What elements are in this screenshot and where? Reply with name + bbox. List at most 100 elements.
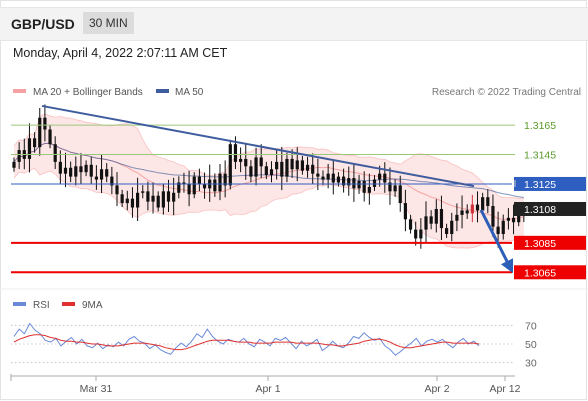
candle-body: [506, 217, 510, 221]
candle-body: [321, 176, 325, 180]
candle-body: [249, 166, 253, 177]
pivot-label-bg: [514, 176, 586, 191]
candle-body: [84, 164, 88, 173]
candle-body: [228, 144, 232, 186]
support-label-bg: [514, 265, 586, 280]
candle-body: [161, 191, 165, 208]
ma9-legend-label: 9MA: [82, 300, 103, 311]
bollinger-lower-line: [13, 167, 525, 249]
candle-body: [414, 229, 418, 239]
candle-body: [470, 204, 474, 214]
candle-body: [357, 181, 361, 189]
candle-body: [496, 226, 500, 235]
candle-body: [465, 210, 469, 214]
candle-body: [486, 197, 490, 207]
chart-header: GBP/USD 30 MIN: [0, 7, 588, 41]
candle-body: [331, 173, 335, 183]
candle-body: [285, 158, 289, 177]
bollinger-upper-line: [13, 113, 524, 199]
candle-body: [17, 150, 21, 162]
candle-body: [342, 176, 346, 186]
candle-body: [305, 164, 310, 171]
candle-body: [58, 161, 62, 174]
candle-body: [511, 217, 516, 223]
candle-body: [475, 204, 480, 211]
support-label-bg: [514, 235, 586, 250]
candle-body: [136, 192, 140, 208]
rsi-line: [13, 322, 480, 356]
candle-body: [460, 210, 464, 215]
candle-body: [146, 191, 150, 202]
candle-body: [450, 220, 454, 235]
candle-body: [197, 176, 201, 184]
last-price-label: 1.3108: [524, 204, 556, 216]
candle-body: [316, 173, 320, 177]
candle-body: [48, 129, 52, 145]
candle-body: [177, 182, 181, 193]
ma50-line: [13, 142, 524, 198]
candle-body: [429, 216, 433, 224]
ma-bb-legend-swatch: [13, 89, 26, 93]
candle-body: [378, 173, 382, 180]
candle-body: [223, 173, 227, 186]
support-label: 1.3085: [524, 238, 556, 250]
candle-body: [156, 195, 160, 208]
support-label: 1.3065: [524, 267, 556, 279]
x-tick-label: Apr 2: [424, 383, 449, 395]
descending-trendline: [41, 104, 475, 188]
candle-body: [110, 176, 114, 186]
symbol-label: GBP/USD: [11, 16, 75, 32]
last-price-label-bg: [514, 201, 586, 216]
candle-body: [12, 161, 16, 168]
candle-body: [393, 185, 397, 192]
candle-body: [38, 117, 42, 148]
candle-body: [74, 166, 78, 177]
candle-body: [269, 169, 274, 176]
candle-body: [27, 138, 32, 159]
candle-body: [254, 157, 258, 177]
candle-body: [388, 182, 392, 192]
ma50-legend-label: MA 50: [175, 87, 204, 98]
candle-body: [275, 161, 279, 170]
candle-body: [259, 157, 263, 167]
candle-body: [120, 194, 124, 204]
research-credit: Research © 2022 Trading Central: [432, 87, 581, 98]
candle-body: [455, 214, 459, 221]
candle-body: [280, 161, 284, 177]
candle-body: [63, 167, 68, 174]
candle-body: [244, 158, 248, 167]
candle-body: [347, 178, 351, 186]
candle-body: [79, 166, 83, 173]
candle-body: [352, 178, 356, 189]
candle-body: [300, 160, 304, 171]
candle-body: [213, 179, 217, 192]
candle-body: [89, 164, 93, 177]
ma50-legend-swatch: [156, 89, 169, 93]
candle-body: [311, 164, 315, 174]
candle-body: [187, 183, 191, 195]
rsi-legend-label: RSI: [33, 300, 50, 311]
candle-body: [166, 191, 171, 202]
rsi-tick-label: 30: [525, 358, 537, 370]
rsi-tick-label: 50: [525, 339, 537, 351]
candle-body: [130, 198, 135, 208]
candle-body: [419, 229, 423, 239]
x-tick-label: Apr 1: [255, 383, 280, 395]
candle-body: [408, 219, 413, 230]
ma9-legend-swatch: [62, 302, 75, 306]
candle-body: [172, 192, 176, 202]
x-tick-label: Apr 12: [490, 383, 521, 395]
candle-body: [182, 182, 186, 184]
rsi-9ma-line: [13, 334, 480, 351]
forecast-arrow-shaft: [479, 209, 510, 264]
resistance-label: 1.3165: [524, 120, 556, 132]
forecast-arrow-head: [501, 258, 513, 274]
timeframe-button[interactable]: 30 MIN: [83, 12, 134, 34]
candle-body: [290, 158, 294, 170]
candle-body: [445, 228, 449, 235]
candle-body: [372, 179, 377, 187]
candle-body: [99, 169, 104, 180]
candle-body: [69, 167, 73, 177]
pivot-label: 1.3125: [524, 179, 556, 191]
